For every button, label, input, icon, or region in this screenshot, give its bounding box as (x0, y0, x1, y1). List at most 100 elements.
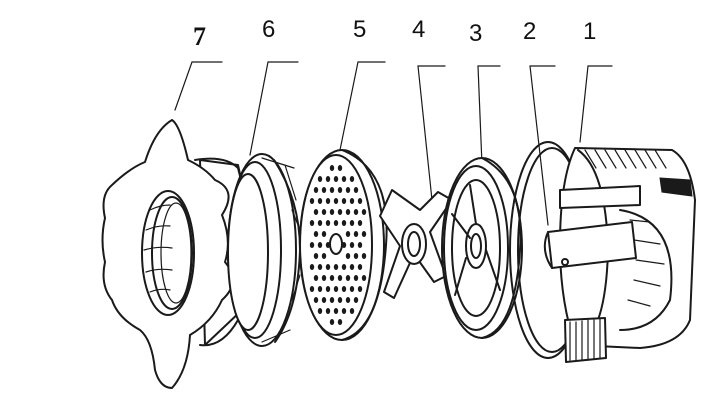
plate-hole (321, 187, 327, 193)
plate-hole (341, 286, 347, 292)
plate-hole (357, 198, 363, 204)
plate-hole (341, 264, 347, 270)
plate-hole (353, 231, 359, 237)
plate-hole (345, 209, 351, 215)
plate-hole (337, 187, 343, 193)
plate-hole (361, 253, 367, 259)
plate-hole (341, 308, 347, 314)
plate-hole (353, 209, 359, 215)
leader-1 (579, 65, 613, 143)
label-3: 3 (469, 20, 483, 47)
plate-hole (317, 220, 323, 226)
leader-4 (417, 65, 446, 201)
plate-hole (313, 231, 319, 237)
plate-hole (329, 319, 335, 325)
plate-hole (349, 308, 355, 314)
label-7: 7 (193, 22, 206, 51)
plate-hole (337, 275, 343, 281)
plate-hole (325, 264, 331, 270)
plate-hole (329, 209, 335, 215)
label-6: 6 (262, 16, 276, 43)
plate-hole (321, 231, 327, 237)
leader-3 (477, 65, 501, 166)
plate-hole (317, 176, 323, 182)
plate-hole (309, 286, 315, 292)
plate-hole (329, 275, 335, 281)
plate-hole (317, 264, 323, 270)
plate-hole (337, 319, 343, 325)
plate-hole (349, 220, 355, 226)
plate-hole (313, 187, 319, 193)
plate-hole (361, 231, 367, 237)
leader-2 (529, 65, 556, 226)
plate-hole (329, 297, 335, 303)
plate-hole (337, 165, 343, 171)
plate-holes (309, 165, 367, 325)
plate-hole (313, 275, 319, 281)
plate-hole (321, 253, 327, 259)
plate-hole (321, 297, 327, 303)
plate-hole (361, 209, 367, 215)
plate-hole (341, 198, 347, 204)
plate-hole (333, 286, 339, 292)
label-4: 4 (412, 16, 426, 43)
plate-hole (329, 165, 335, 171)
plate-hole (317, 198, 323, 204)
plate-hole (333, 264, 339, 270)
label-1: 1 (583, 18, 597, 45)
plate-hole (317, 308, 323, 314)
plate-hole (349, 242, 355, 248)
plate-hole (313, 297, 319, 303)
plate-hole (345, 231, 351, 237)
plate-hole (357, 242, 363, 248)
plate-hole (313, 209, 319, 215)
plate-hole (309, 242, 315, 248)
part-5-perforated-plate (299, 149, 388, 341)
plate-hole (317, 242, 323, 248)
plate-hole (349, 198, 355, 204)
part-3-spoked-plate (441, 157, 523, 339)
plate-hole (353, 297, 359, 303)
plate-hole (325, 220, 331, 226)
plate-hole (357, 286, 363, 292)
plate-hole (353, 253, 359, 259)
plate-hole (349, 176, 355, 182)
leader-5 (339, 61, 386, 151)
plate-hole (345, 253, 351, 259)
plate-hole (345, 187, 351, 193)
plate-hole (349, 264, 355, 270)
plate-hole (325, 176, 331, 182)
plate-hole (321, 275, 327, 281)
plate-hole (333, 198, 339, 204)
plate-hole (333, 220, 339, 226)
plate-hole (345, 297, 351, 303)
plate-hole (309, 220, 315, 226)
leader-lines (174, 61, 613, 226)
label-5: 5 (353, 16, 367, 43)
plate-hole (349, 286, 355, 292)
plate-hole (337, 297, 343, 303)
plate-hole (341, 176, 347, 182)
plate-hole (309, 198, 315, 204)
plate-hole (325, 286, 331, 292)
leader-6 (249, 61, 299, 156)
label-2: 2 (523, 18, 537, 45)
plate-hole (325, 198, 331, 204)
plate-hole (321, 209, 327, 215)
part-1-housing (543, 147, 696, 363)
plate-hole (309, 264, 315, 270)
plate-hole (353, 187, 359, 193)
part-4-cross-blade (379, 189, 453, 299)
plate-hole (325, 308, 331, 314)
plate-hole (345, 275, 351, 281)
plate-hole (341, 220, 347, 226)
plate-hole (333, 308, 339, 314)
plate-hole (357, 220, 363, 226)
plate-hole (337, 209, 343, 215)
plate-hole (333, 176, 339, 182)
plate-hole (313, 253, 319, 259)
plate-hole (361, 275, 367, 281)
leader-7 (174, 61, 223, 111)
